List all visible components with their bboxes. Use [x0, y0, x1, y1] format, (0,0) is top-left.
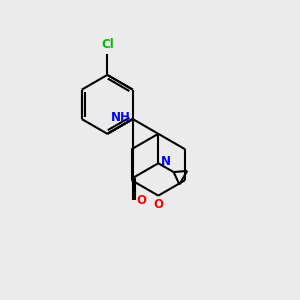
Text: NH: NH: [111, 111, 130, 124]
Text: N: N: [161, 155, 171, 168]
Text: Cl: Cl: [101, 38, 114, 51]
Text: O: O: [136, 194, 146, 207]
Text: O: O: [153, 198, 163, 211]
